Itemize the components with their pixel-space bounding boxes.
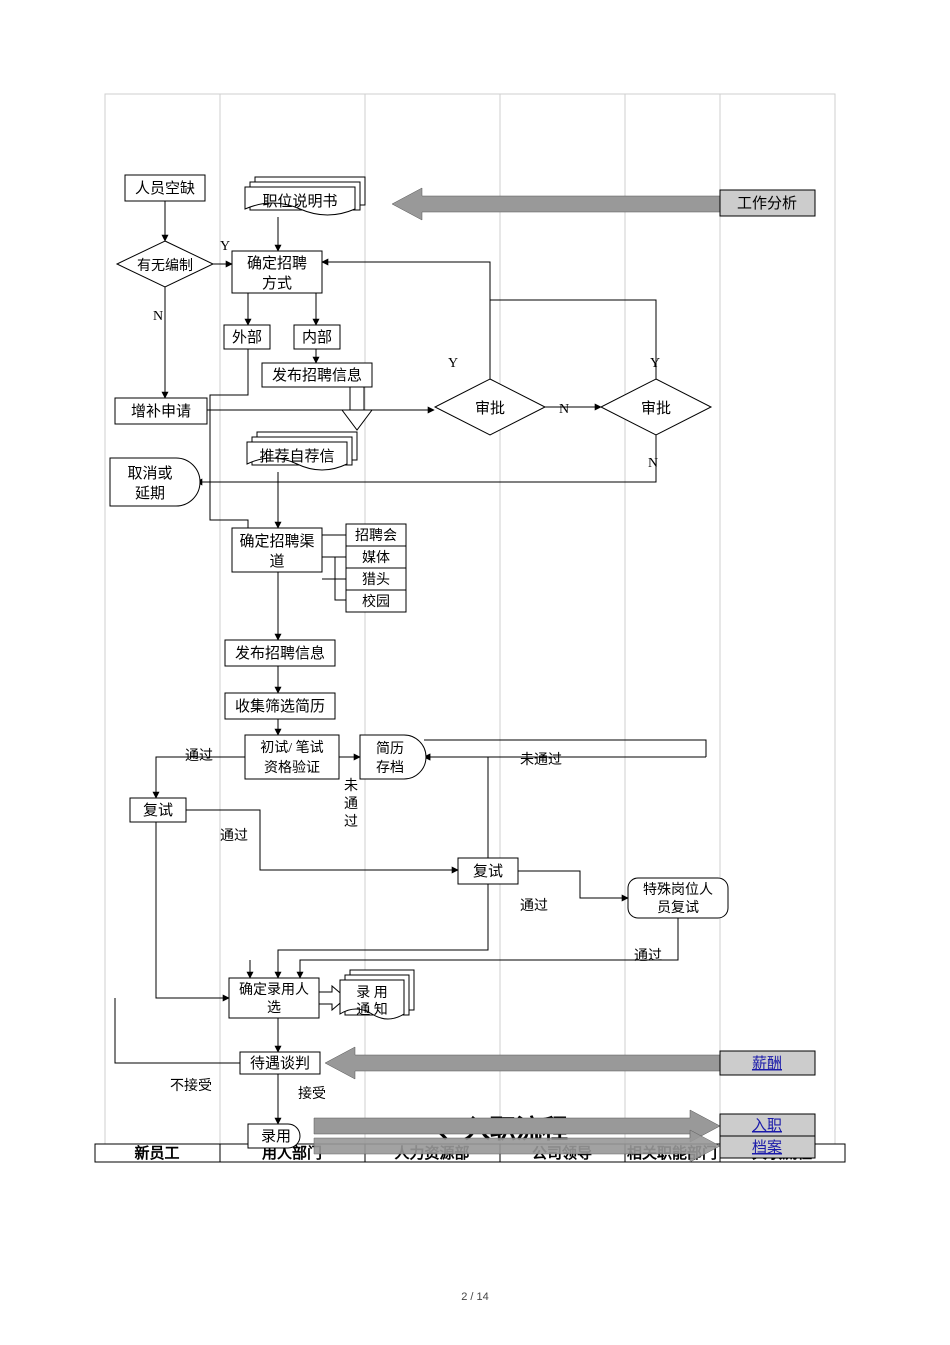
node-collect: 收集筛选简历 bbox=[225, 693, 335, 719]
swimlane-frame bbox=[105, 94, 835, 1144]
svg-text:人员空缺: 人员空缺 bbox=[135, 180, 195, 197]
svg-text:入职: 入职 bbox=[752, 1117, 782, 1134]
node-approve1: 审批 bbox=[435, 379, 545, 435]
svg-text:接受: 接受 bbox=[298, 1085, 326, 1102]
lane-label: 新员工 bbox=[134, 1144, 179, 1162]
node-special: 特殊岗位人 员复试 bbox=[628, 878, 728, 918]
node-retest1: 复试 bbox=[130, 798, 186, 822]
svg-text:员复试: 员复试 bbox=[657, 899, 699, 916]
svg-text:通过: 通过 bbox=[185, 748, 213, 764]
svg-text:确定招聘: 确定招聘 bbox=[247, 255, 307, 272]
svg-text:审批: 审批 bbox=[475, 400, 505, 417]
svg-text:审批: 审批 bbox=[641, 400, 671, 417]
node-cancel: 取消或 延期 bbox=[110, 458, 200, 506]
svg-text:未: 未 bbox=[344, 778, 358, 794]
node-internal: 内部 bbox=[294, 325, 340, 349]
node-external: 外部 bbox=[224, 325, 270, 349]
svg-text:选: 选 bbox=[267, 1000, 281, 1016]
svg-text:取消或: 取消或 bbox=[127, 465, 172, 482]
node-hire-sel: 确定录用人 选 bbox=[229, 978, 319, 1018]
svg-text:招聘会: 招聘会 bbox=[355, 528, 397, 544]
svg-text:复试: 复试 bbox=[473, 862, 503, 880]
svg-text:N: N bbox=[153, 309, 163, 324]
svg-text:通过: 通过 bbox=[220, 828, 248, 844]
svg-text:道: 道 bbox=[269, 553, 284, 570]
node-negotiate: 待遇谈判 bbox=[240, 1052, 320, 1074]
svg-text:待遇谈判: 待遇谈判 bbox=[250, 1055, 310, 1072]
svg-text:方式: 方式 bbox=[262, 275, 292, 292]
flowchart-svg: 新员工 用人部门 人力资源部 公司领导 相关职能部门 关联流程 一、入职流程 bbox=[0, 0, 950, 1345]
svg-text:增补申请: 增补申请 bbox=[131, 403, 191, 420]
svg-text:内部: 内部 bbox=[302, 329, 332, 346]
node-method: 确定招聘 方式 bbox=[232, 251, 322, 293]
svg-text:通 知: 通 知 bbox=[356, 1001, 388, 1018]
page-number: 2 / 14 bbox=[461, 1291, 489, 1303]
svg-text:工作分析: 工作分析 bbox=[737, 195, 797, 212]
node-vacancy: 人员空缺 bbox=[125, 175, 205, 201]
svg-text:媒体: 媒体 bbox=[362, 550, 390, 566]
node-retest2: 复试 bbox=[458, 858, 518, 884]
svg-text:过: 过 bbox=[344, 814, 358, 830]
svg-text:录 用: 录 用 bbox=[356, 985, 388, 1001]
svg-text:猎头: 猎头 bbox=[362, 572, 390, 588]
svg-text:薪酬: 薪酬 bbox=[752, 1055, 782, 1072]
svg-text:复试: 复试 bbox=[143, 801, 173, 819]
svg-text:不接受: 不接受 bbox=[170, 1077, 212, 1094]
node-publish2: 发布招聘信息 bbox=[225, 640, 335, 666]
node-hire-notice: 录 用 通 知 bbox=[340, 970, 414, 1019]
svg-text:确定录用人: 确定录用人 bbox=[239, 982, 309, 998]
svg-text:特殊岗位人: 特殊岗位人 bbox=[643, 882, 713, 898]
node-publish1: 发布招聘信息 bbox=[262, 363, 372, 387]
svg-text:确定招聘渠: 确定招聘渠 bbox=[239, 533, 314, 550]
node-approve2: 审批 bbox=[601, 379, 711, 435]
svg-text:外部: 外部 bbox=[232, 329, 262, 346]
node-firsttest: 初试/ 笔试 资格验证 bbox=[245, 735, 339, 779]
svg-text:Y: Y bbox=[448, 356, 458, 371]
svg-text:通: 通 bbox=[344, 796, 358, 812]
node-jobanalysis: 工作分析 bbox=[720, 190, 815, 216]
svg-text:职位说明书: 职位说明书 bbox=[262, 193, 337, 210]
svg-text:延期: 延期 bbox=[135, 485, 165, 502]
svg-text:录用: 录用 bbox=[261, 1128, 291, 1145]
svg-text:Y: Y bbox=[650, 356, 660, 371]
svg-text:通过: 通过 bbox=[634, 948, 662, 964]
node-establish: 有无编制 bbox=[117, 241, 213, 287]
svg-text:N: N bbox=[559, 402, 569, 417]
svg-text:N: N bbox=[648, 456, 658, 471]
svg-text:初试/ 笔试: 初试/ 笔试 bbox=[260, 739, 323, 756]
svg-text:通过: 通过 bbox=[520, 898, 548, 914]
svg-text:未通过: 未通过 bbox=[520, 752, 562, 768]
svg-text:存档: 存档 bbox=[376, 760, 404, 776]
svg-text:Y: Y bbox=[220, 239, 230, 254]
node-supplement: 增补申请 bbox=[115, 398, 207, 424]
svg-text:收集筛选简历: 收集筛选简历 bbox=[235, 698, 325, 715]
svg-text:简历: 简历 bbox=[376, 740, 404, 757]
node-recletter: 推荐自荐信 bbox=[247, 432, 357, 470]
node-file: 档案 bbox=[720, 1136, 815, 1158]
node-jobdesc: 职位说明书 bbox=[245, 177, 365, 215]
svg-text:档案: 档案 bbox=[752, 1138, 782, 1156]
node-ch-fair: 招聘会 bbox=[346, 524, 406, 546]
svg-text:资格验证: 资格验证 bbox=[264, 760, 320, 776]
node-ch-campus: 校园 bbox=[346, 590, 406, 612]
svg-text:发布招聘信息: 发布招聘信息 bbox=[272, 367, 362, 384]
svg-text:校园: 校园 bbox=[362, 593, 390, 610]
svg-text:发布招聘信息: 发布招聘信息 bbox=[235, 645, 325, 662]
node-hired: 录用 bbox=[248, 1124, 300, 1148]
node-archive: 简历 存档 bbox=[360, 735, 426, 779]
svg-text:有无编制: 有无编制 bbox=[137, 258, 193, 274]
svg-text:推荐自荐信: 推荐自荐信 bbox=[259, 448, 334, 465]
node-channel: 确定招聘渠 道 bbox=[232, 528, 322, 572]
node-salary: 薪酬 bbox=[720, 1051, 815, 1075]
node-onboard: 入职 bbox=[720, 1114, 815, 1136]
node-ch-hunter: 猎头 bbox=[346, 568, 406, 590]
node-ch-media: 媒体 bbox=[346, 546, 406, 568]
